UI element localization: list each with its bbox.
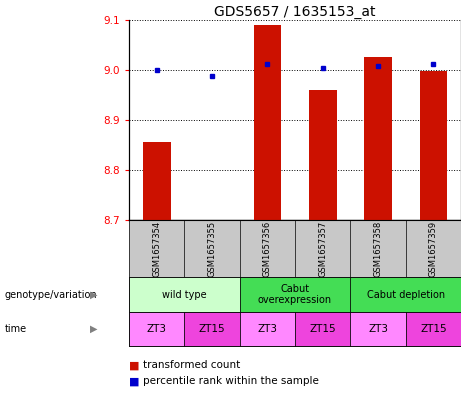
Bar — [364, 57, 392, 220]
Text: Cabut depletion: Cabut depletion — [366, 290, 445, 299]
Text: ▶: ▶ — [90, 290, 97, 299]
FancyBboxPatch shape — [295, 312, 350, 346]
FancyBboxPatch shape — [406, 312, 461, 346]
Text: ZT3: ZT3 — [368, 324, 388, 334]
Text: ■: ■ — [129, 376, 140, 386]
Text: GSM1657356: GSM1657356 — [263, 220, 272, 277]
FancyBboxPatch shape — [350, 277, 461, 312]
Text: ■: ■ — [129, 360, 140, 371]
Bar — [309, 90, 337, 220]
Bar — [420, 71, 447, 220]
FancyBboxPatch shape — [240, 312, 295, 346]
Text: percentile rank within the sample: percentile rank within the sample — [143, 376, 319, 386]
Bar — [143, 142, 171, 220]
Text: GSM1657359: GSM1657359 — [429, 220, 438, 277]
FancyBboxPatch shape — [129, 277, 240, 312]
Text: GSM1657358: GSM1657358 — [373, 220, 383, 277]
Text: transformed count: transformed count — [143, 360, 240, 371]
FancyBboxPatch shape — [350, 312, 406, 346]
FancyBboxPatch shape — [129, 312, 184, 346]
Text: GSM1657357: GSM1657357 — [318, 220, 327, 277]
Text: GSM1657355: GSM1657355 — [207, 220, 217, 277]
Text: genotype/variation: genotype/variation — [5, 290, 97, 299]
Text: ZT3: ZT3 — [257, 324, 278, 334]
Text: Cabut
overexpression: Cabut overexpression — [258, 284, 332, 305]
Text: time: time — [5, 324, 27, 334]
Text: ZT15: ZT15 — [420, 324, 447, 334]
FancyBboxPatch shape — [184, 312, 240, 346]
Title: GDS5657 / 1635153_at: GDS5657 / 1635153_at — [214, 5, 376, 18]
Text: GSM1657354: GSM1657354 — [152, 220, 161, 277]
Text: ZT3: ZT3 — [147, 324, 167, 334]
Text: ▶: ▶ — [90, 324, 97, 334]
Text: ZT15: ZT15 — [199, 324, 225, 334]
FancyBboxPatch shape — [240, 277, 350, 312]
Text: wild type: wild type — [162, 290, 207, 299]
Text: ZT15: ZT15 — [309, 324, 336, 334]
Bar — [254, 25, 281, 220]
